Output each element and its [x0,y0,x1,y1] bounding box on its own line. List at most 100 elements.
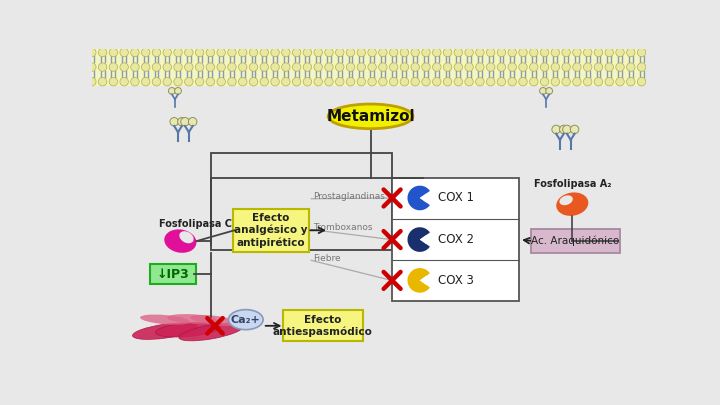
Circle shape [648,77,657,86]
Circle shape [141,63,150,71]
Circle shape [498,77,505,86]
Wedge shape [408,185,430,210]
Circle shape [152,77,161,86]
Circle shape [605,77,613,86]
Circle shape [109,63,117,71]
Circle shape [637,63,646,71]
Circle shape [131,48,139,57]
Circle shape [540,63,549,71]
Circle shape [228,48,236,57]
Text: Efecto
antiespasmódico: Efecto antiespasmódico [273,315,373,337]
Circle shape [346,77,355,86]
Circle shape [594,48,603,57]
Circle shape [141,48,150,57]
Circle shape [303,77,312,86]
Circle shape [605,63,613,71]
Text: Fiebre: Fiebre [312,254,341,262]
Circle shape [99,77,107,86]
Circle shape [109,77,117,86]
Circle shape [583,63,592,71]
Ellipse shape [156,322,220,337]
Circle shape [217,48,225,57]
Circle shape [249,77,258,86]
Circle shape [529,77,538,86]
Ellipse shape [167,314,217,324]
Circle shape [168,87,175,94]
Circle shape [109,48,117,57]
Circle shape [195,48,204,57]
Text: COX 1: COX 1 [438,192,474,205]
Circle shape [163,77,171,86]
Circle shape [583,48,592,57]
Circle shape [88,63,96,71]
Circle shape [519,77,527,86]
Circle shape [616,48,624,57]
Circle shape [519,63,527,71]
Text: ↓IP3: ↓IP3 [157,268,189,281]
Circle shape [314,77,323,86]
Circle shape [476,63,484,71]
Circle shape [444,77,451,86]
Circle shape [379,48,387,57]
Circle shape [152,63,161,71]
Circle shape [195,63,204,71]
Circle shape [572,63,581,71]
Circle shape [594,63,603,71]
Ellipse shape [179,323,243,341]
Circle shape [626,77,635,86]
Circle shape [637,77,646,86]
Circle shape [487,48,495,57]
Circle shape [357,63,366,71]
Circle shape [228,77,236,86]
Circle shape [422,77,431,86]
Circle shape [249,63,258,71]
Circle shape [616,63,624,71]
Circle shape [411,63,420,71]
Circle shape [217,77,225,86]
Circle shape [454,63,462,71]
Circle shape [292,63,301,71]
Ellipse shape [179,231,194,243]
Text: Prostaglandinas: Prostaglandinas [312,192,384,201]
Circle shape [379,77,387,86]
Wedge shape [420,235,428,244]
Circle shape [626,63,635,71]
Ellipse shape [328,104,413,129]
Circle shape [282,77,290,86]
Circle shape [195,77,204,86]
Circle shape [551,63,559,71]
FancyBboxPatch shape [531,229,620,254]
Circle shape [336,77,344,86]
Circle shape [174,48,182,57]
Circle shape [540,77,549,86]
Circle shape [519,48,527,57]
Circle shape [444,63,451,71]
Circle shape [562,63,570,71]
Circle shape [303,63,312,71]
Circle shape [572,48,581,57]
Circle shape [260,48,269,57]
Circle shape [411,48,420,57]
Text: COX 3: COX 3 [438,274,474,287]
Circle shape [572,77,581,86]
Circle shape [178,117,186,126]
Wedge shape [408,227,430,252]
Circle shape [346,63,355,71]
Circle shape [637,48,646,57]
Wedge shape [420,276,428,285]
Ellipse shape [164,229,197,253]
Circle shape [357,77,366,86]
Circle shape [346,48,355,57]
Circle shape [487,77,495,86]
Circle shape [336,63,344,71]
Circle shape [238,63,247,71]
Text: Ac. Araquidónico: Ac. Araquidónico [531,236,619,246]
Circle shape [648,48,657,57]
Circle shape [368,77,377,86]
Circle shape [433,77,441,86]
Circle shape [217,63,225,71]
Circle shape [88,77,96,86]
Circle shape [260,63,269,71]
Circle shape [616,77,624,86]
Text: Tromboxanos: Tromboxanos [312,223,372,232]
